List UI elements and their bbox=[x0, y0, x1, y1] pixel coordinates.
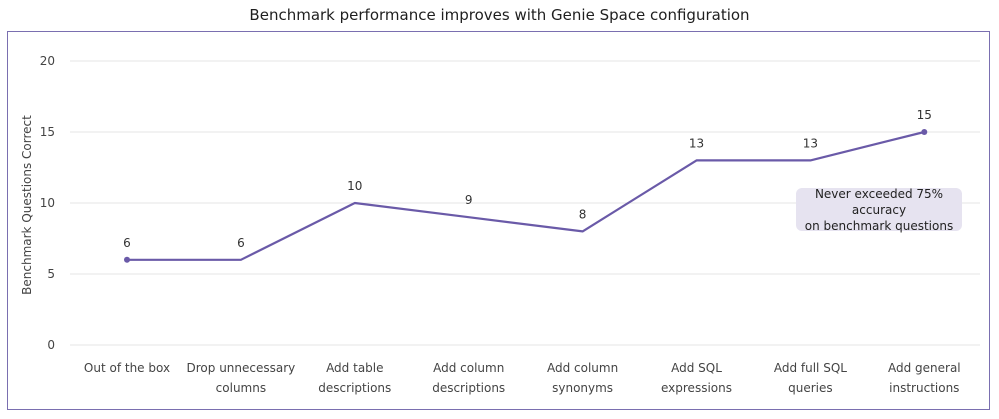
x-tick-label: Drop unnecessary columns bbox=[187, 361, 296, 395]
series-line bbox=[127, 130, 925, 261]
data-label: 13 bbox=[689, 136, 704, 150]
annotation-line-2: on benchmark questions bbox=[804, 218, 954, 233]
x-tick-label: Add general instructions bbox=[888, 361, 961, 395]
chart-frame bbox=[7, 31, 990, 410]
data-label: 6 bbox=[123, 236, 131, 250]
data-point bbox=[124, 256, 130, 263]
annotation-callout: Never exceeded 75% accuracy on benchmark… bbox=[796, 186, 962, 233]
y-tick-label: 20 bbox=[40, 54, 55, 68]
y-tick-label: 0 bbox=[47, 338, 55, 352]
y-axis-label: Benchmark Questions Correct bbox=[20, 115, 34, 295]
data-label: 15 bbox=[917, 108, 932, 122]
data-label: 6 bbox=[237, 236, 245, 250]
chart-title: Benchmark performance improves with Geni… bbox=[249, 6, 750, 24]
x-tick-label: Add table descriptions bbox=[318, 361, 391, 395]
data-label: 13 bbox=[803, 136, 818, 150]
data-point bbox=[921, 129, 928, 135]
y-tick-label: 5 bbox=[47, 267, 55, 281]
y-tick-label: 15 bbox=[40, 125, 55, 139]
annotation-line-1: Never exceeded 75% accuracy bbox=[814, 186, 944, 217]
x-tick-label: Add column descriptions bbox=[432, 361, 505, 395]
x-tick-label: Add full SQL queries bbox=[774, 361, 847, 395]
y-tick-label: 10 bbox=[40, 196, 55, 210]
x-tick-label: Add SQL expressions bbox=[661, 361, 732, 395]
data-label: 10 bbox=[347, 179, 362, 193]
x-tick-label: Out of the box bbox=[84, 361, 170, 375]
data-label: 8 bbox=[579, 207, 587, 221]
data-label: 9 bbox=[465, 193, 473, 207]
x-tick-label: Add column synonyms bbox=[547, 361, 618, 395]
